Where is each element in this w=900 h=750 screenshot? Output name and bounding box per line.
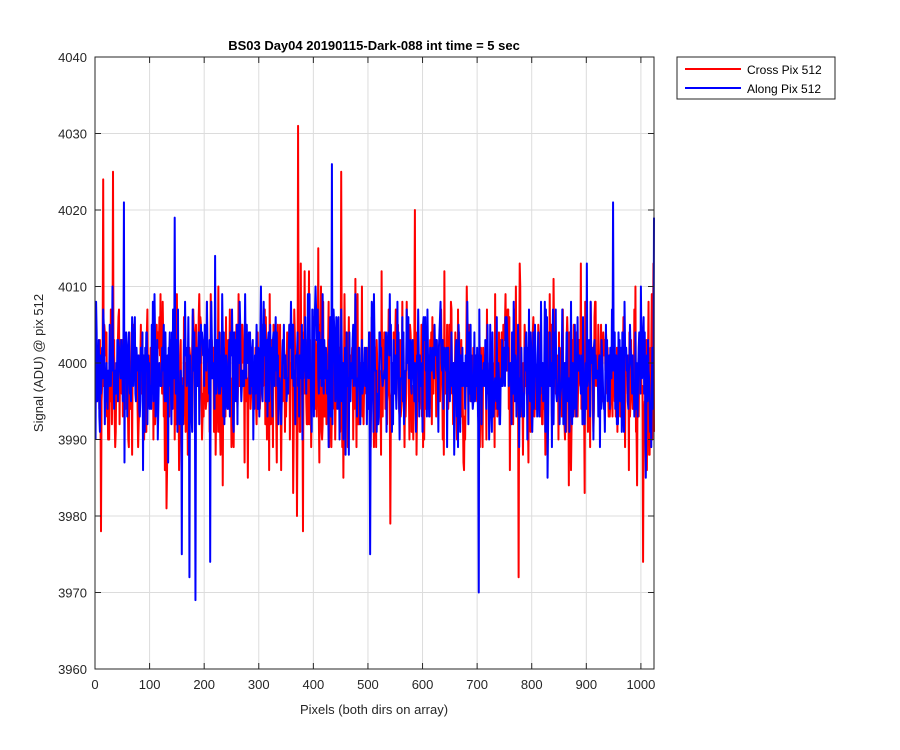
series-line-along-pix-512 (94, 163, 655, 602)
legend-box (676, 56, 836, 100)
x-tick-label: 1000 (626, 677, 655, 692)
y-tick-label: 3990 (58, 433, 87, 448)
x-axis-label: Pixels (both dirs on array) (300, 702, 448, 717)
x-tick-label: 200 (193, 677, 215, 692)
legend[interactable]: Cross Pix 512 Along Pix 512 (676, 56, 836, 100)
x-tick-label: 600 (412, 677, 434, 692)
y-axis-label: Signal (ADU) @ pix 512 (31, 294, 46, 432)
y-tick-label: 4000 (58, 356, 87, 371)
x-tick-label: 400 (303, 677, 325, 692)
chart-title: BS03 Day04 20190115-Dark-088 int time = … (228, 38, 520, 53)
y-tick-labels: 3960 3970 3980 3990 4000 4010 4020 4030 4040 (58, 50, 87, 677)
x-tick-label: 900 (575, 677, 597, 692)
y-tick-label: 3980 (58, 509, 87, 524)
legend-label-along: Along Pix 512 (747, 82, 821, 96)
y-tick-label: 3960 (58, 662, 87, 677)
x-tick-label: 0 (91, 677, 98, 692)
x-tick-label: 300 (248, 677, 270, 692)
y-tick-label: 4030 (58, 127, 87, 142)
legend-label-cross: Cross Pix 512 (747, 63, 822, 77)
ticks (94, 56, 654, 670)
x-tick-label: 100 (139, 677, 161, 692)
y-tick-label: 4040 (58, 50, 87, 65)
x-tick-label: 500 (357, 677, 379, 692)
x-tick-label: 800 (521, 677, 543, 692)
y-tick-label: 3970 (58, 586, 87, 601)
x-tick-labels: 0 100 200 300 400 500 600 700 800 900 1000 (91, 677, 655, 692)
y-tick-label: 4020 (58, 203, 87, 218)
y-tick-label: 4010 (58, 280, 87, 295)
x-tick-label: 700 (466, 677, 488, 692)
series-layer (94, 124, 655, 602)
